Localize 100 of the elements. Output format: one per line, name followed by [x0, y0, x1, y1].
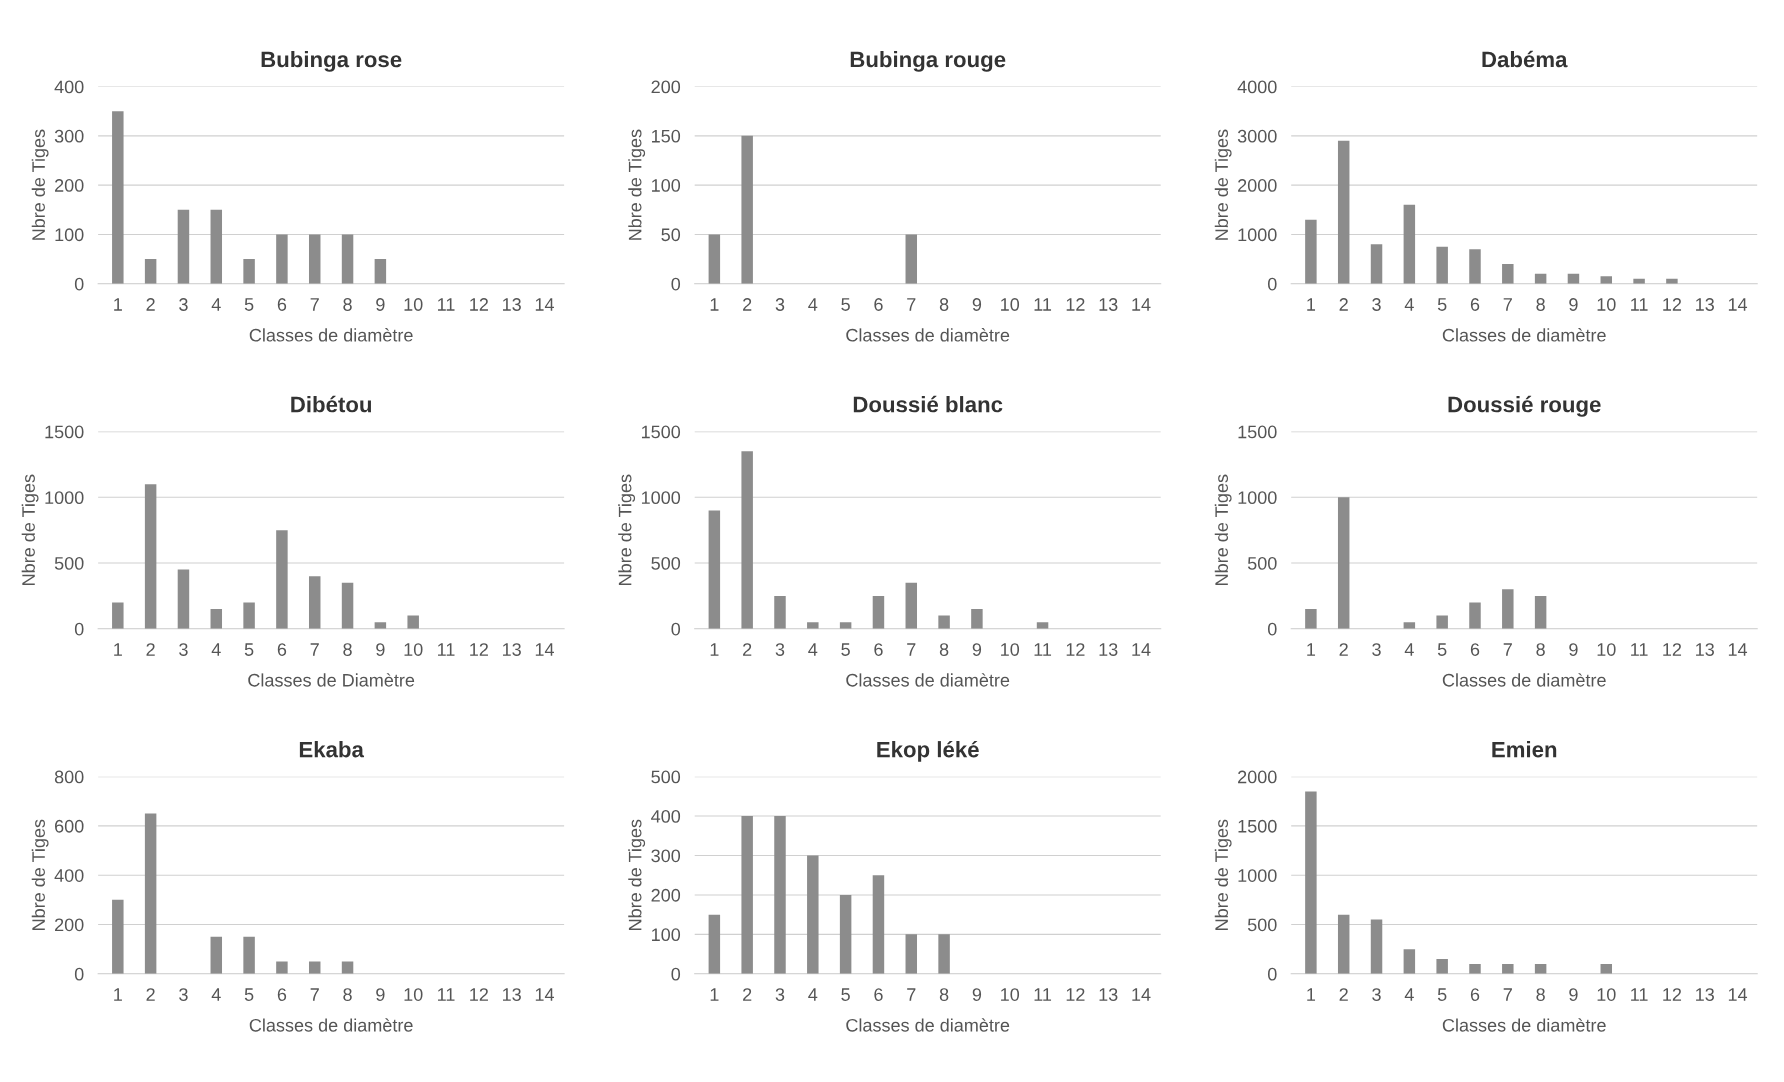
y-tick-label: 400 [54, 869, 84, 882]
x-tick-label: 7 [310, 298, 319, 311]
x-tick-label: 4 [1404, 298, 1414, 311]
y-tick-label: 1500 [1238, 819, 1277, 833]
y-tick-label: 2000 [1238, 770, 1277, 784]
y-tick-label: 500 [651, 770, 681, 784]
x-tick-label: 6 [277, 643, 287, 656]
x-tick-label: 5 [244, 643, 254, 656]
x-tick-label: 1 [1307, 643, 1316, 656]
bar [1403, 949, 1416, 974]
bar [308, 576, 321, 629]
y-tick-label: 4000 [1237, 80, 1277, 94]
y-axis-title: Nbre de Tiges [31, 819, 49, 930]
x-tick-label: 6 [277, 988, 287, 1001]
bar [1469, 249, 1481, 284]
bar [1305, 609, 1317, 629]
x-tick-label: 5 [841, 643, 850, 656]
x-tick-label: 8 [343, 298, 352, 311]
y-tick-label: 1000 [1238, 869, 1277, 882]
x-tick-label: 8 [939, 988, 949, 1001]
x-tick-label: 8 [1536, 988, 1545, 1001]
x-tick-label: 14 [1728, 643, 1748, 656]
bar [1436, 246, 1448, 284]
x-tick-label: 7 [907, 643, 916, 656]
x-tick-label: 2 [743, 298, 752, 311]
bar [1436, 615, 1448, 629]
x-tick-label: 12 [1663, 988, 1682, 1001]
bar [243, 602, 255, 629]
x-tick-label: 6 [1470, 643, 1480, 656]
y-tick-label: 600 [55, 819, 84, 833]
x-tick-label: 1 [710, 988, 719, 1001]
x-tick-label: 14 [1132, 988, 1151, 1001]
x-tick-label: 6 [277, 298, 287, 311]
x-tick-label: 6 [874, 988, 883, 1001]
x-axis-title: Classes de diamètre [249, 328, 413, 342]
x-tick-label: 12 [470, 988, 488, 1001]
bar [308, 234, 321, 284]
bar [1403, 204, 1416, 284]
x-tick-label: 11 [1631, 988, 1648, 1001]
bar [1337, 140, 1350, 284]
x-tick-label: 1 [710, 643, 719, 656]
x-tick-label: 5 [244, 298, 254, 311]
x-tick-label: 4 [808, 988, 818, 1001]
x-tick-label: 2 [743, 988, 752, 1001]
y-tick-label: 2000 [1238, 179, 1277, 192]
x-tick-label: 10 [1001, 643, 1020, 656]
x-tick-label: 12 [470, 298, 488, 311]
y-axis-title: Nbre de Tiges [21, 474, 39, 585]
x-tick-label: 9 [376, 643, 385, 656]
chart-title: Doussié blanc [853, 395, 1003, 413]
y-tick-label: 300 [54, 129, 84, 143]
y-tick-label: 0 [671, 967, 681, 981]
bar [210, 609, 223, 629]
x-tick-label: 1 [114, 643, 122, 656]
x-tick-label: 7 [907, 298, 916, 311]
y-tick-label: 800 [54, 770, 84, 784]
x-tick-label: 1 [114, 298, 122, 311]
bar [1370, 244, 1383, 284]
y-axis-title: Nbre de Tiges [1214, 474, 1232, 585]
x-tick-label: 3 [775, 643, 785, 656]
x-tick-label: 3 [179, 643, 188, 656]
x-tick-label: 13 [502, 988, 521, 1001]
x-tick-label: 14 [1728, 298, 1748, 311]
bar [276, 530, 288, 629]
x-tick-label: 6 [1470, 988, 1480, 1001]
chart-title: Emien [1492, 741, 1557, 758]
x-tick-label: 7 [310, 643, 319, 656]
y-tick-label: 200 [651, 80, 681, 94]
x-tick-label: 2 [1339, 643, 1348, 656]
bar [144, 259, 157, 284]
bar [938, 934, 950, 974]
x-tick-label: 1 [1307, 988, 1316, 1001]
x-axis-title: Classes de Diamètre [248, 673, 415, 687]
x-tick-label: 6 [874, 298, 883, 311]
x-axis-title: Classes de diamètre [1442, 673, 1606, 687]
bar [708, 914, 721, 974]
bar [807, 622, 819, 629]
x-axis-title: Classes de diamètre [846, 673, 1010, 687]
x-tick-label: 13 [1696, 643, 1714, 656]
bar [1436, 959, 1448, 974]
x-tick-label: 13 [1099, 643, 1118, 656]
bar [807, 855, 819, 974]
x-tick-label: 4 [211, 988, 221, 1001]
x-tick-label: 14 [535, 988, 554, 1001]
x-tick-label: 8 [343, 643, 352, 656]
x-tick-label: 8 [939, 298, 949, 311]
x-tick-label: 4 [808, 643, 818, 656]
bar [1502, 963, 1514, 974]
bar [210, 209, 223, 284]
y-tick-label: 0 [1267, 967, 1277, 981]
x-tick-label: 8 [343, 988, 352, 1001]
y-tick-label: 0 [74, 277, 84, 291]
x-tick-label: 3 [775, 988, 785, 1001]
x-tick-label: 14 [535, 298, 554, 311]
x-tick-label: 8 [1536, 298, 1545, 311]
bar [112, 111, 124, 284]
bar [1469, 963, 1481, 974]
x-tick-label: 9 [1569, 988, 1578, 1001]
x-tick-label: 12 [1663, 298, 1682, 311]
bar [905, 582, 918, 629]
